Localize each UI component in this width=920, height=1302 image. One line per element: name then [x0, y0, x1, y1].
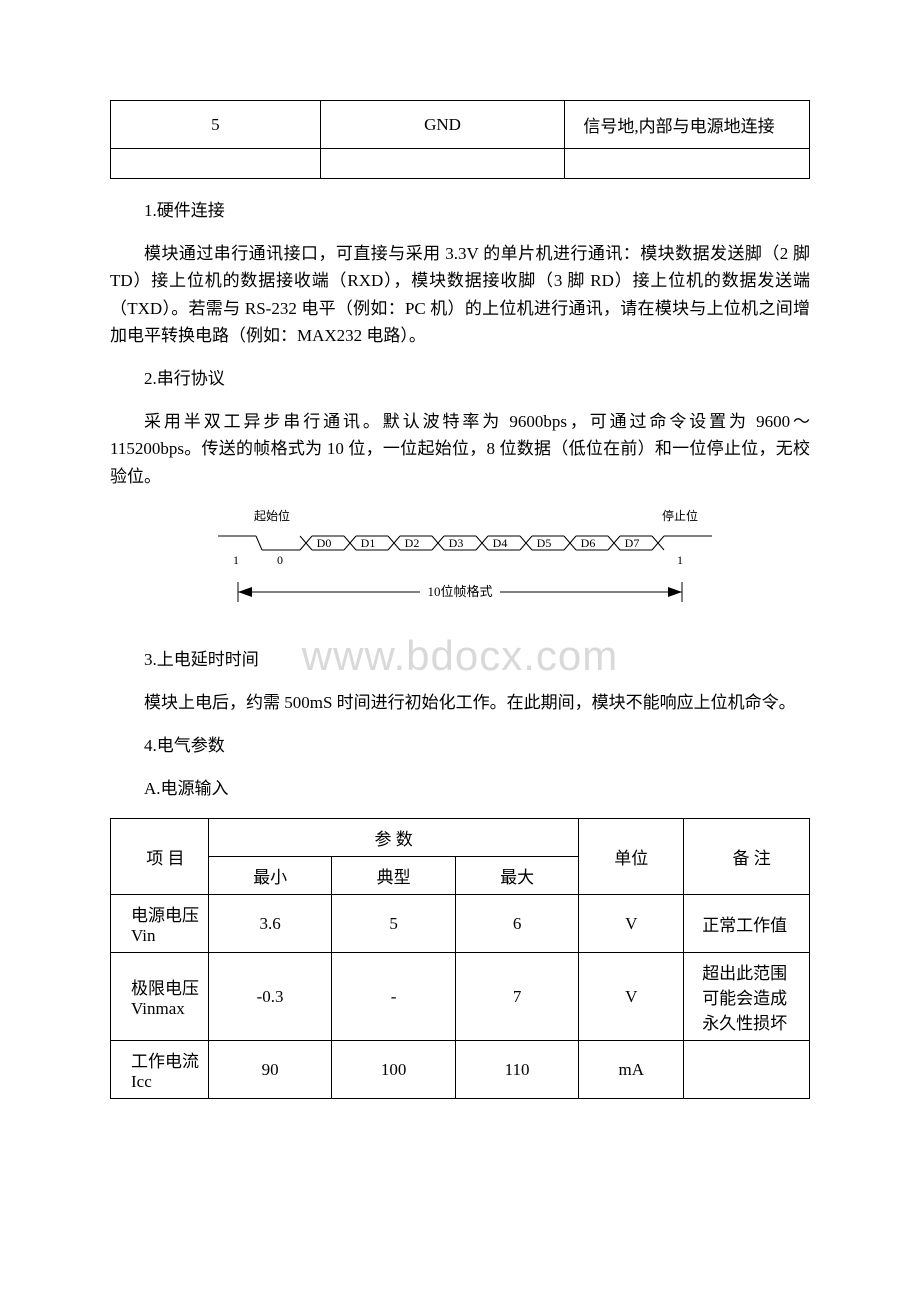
header-min: 最小: [208, 857, 331, 895]
table-row: 电源电压 Vin 3.6 5 6 V 正常工作值: [111, 895, 810, 953]
svg-text:D3: D3: [449, 536, 464, 550]
frame-svg: 起始位 1 0 D0 D1 D2 D3 D4 D5 D6 D7 1 停止位 10位帧格式: [198, 506, 722, 616]
svg-text:D4: D4: [493, 536, 508, 550]
cell-note: [684, 1041, 810, 1099]
section-4a-title: A.电源输入: [110, 775, 810, 802]
table-header-row: 项 目 参 数 单位 备 注: [111, 819, 810, 857]
header-typ: 典型: [332, 857, 455, 895]
cell-max: 6: [455, 895, 579, 953]
header-max: 最大: [455, 857, 579, 895]
svg-text:D7: D7: [625, 536, 640, 550]
cell-item: 电源电压 Vin: [111, 895, 209, 953]
header-param: 参 数: [208, 819, 578, 857]
empty-cell: [565, 149, 810, 179]
section-1-body: 模块通过串行通讯接口，可直接与采用 3.3V 的单片机进行通讯：模块数据发送脚（…: [110, 240, 810, 349]
header-item: 项 目: [111, 819, 209, 895]
cell-item: 极限电压Vinmax: [111, 953, 209, 1041]
cell-max: 7: [455, 953, 579, 1041]
header-note: 备 注: [684, 819, 810, 895]
cell-min: 3.6: [208, 895, 331, 953]
pin-table: 5 GND 信号地,内部与电源地连接: [110, 100, 810, 179]
empty-cell: [320, 149, 565, 179]
electrical-table: 项 目 参 数 单位 备 注 最小 典型 最大 电源电压 Vin 3.6 5 6…: [110, 818, 810, 1099]
svg-text:0: 0: [277, 553, 283, 567]
cell-note: 正常工作值: [684, 895, 810, 953]
section-3-body: 模块上电后，约需 500mS 时间进行初始化工作。在此期间，模块不能响应上位机命…: [110, 689, 810, 716]
cell-max: 110: [455, 1041, 579, 1099]
cell-typ: -: [332, 953, 455, 1041]
svg-text:1: 1: [233, 553, 239, 567]
svg-text:D0: D0: [317, 536, 332, 550]
table-row: 工作电流 Icc 90 100 110 mA: [111, 1041, 810, 1099]
pin-number: 5: [111, 101, 321, 149]
table-row: 极限电压Vinmax -0.3 - 7 V 超出此范围可能会造成永久性损坏: [111, 953, 810, 1041]
cell-unit: V: [579, 953, 684, 1041]
cell-min: 90: [208, 1041, 331, 1099]
section-2-title: 2.串行协议: [110, 365, 810, 392]
table-row: 5 GND 信号地,内部与电源地连接: [111, 101, 810, 149]
section-1-title: 1.硬件连接: [110, 197, 810, 224]
svg-text:停止位: 停止位: [662, 508, 698, 523]
frame-diagram: 起始位 1 0 D0 D1 D2 D3 D4 D5 D6 D7 1 停止位 10位帧格式: [110, 506, 810, 616]
cell-typ: 5: [332, 895, 455, 953]
section-4-title: 4.电气参数: [110, 732, 810, 759]
svg-text:D1: D1: [361, 536, 376, 550]
svg-text:D5: D5: [537, 536, 552, 550]
pin-desc: 信号地,内部与电源地连接: [565, 101, 810, 149]
table-row-empty: [111, 149, 810, 179]
cell-note: 超出此范围可能会造成永久性损坏: [684, 953, 810, 1041]
header-unit: 单位: [579, 819, 684, 895]
section-2-body: 采用半双工异步串行通讯。默认波特率为 9600bps，可通过命令设置为 9600…: [110, 408, 810, 490]
svg-text:10位帧格式: 10位帧格式: [427, 584, 492, 599]
cell-unit: V: [579, 895, 684, 953]
svg-text:D6: D6: [581, 536, 596, 550]
cell-unit: mA: [579, 1041, 684, 1099]
svg-text:起始位: 起始位: [254, 508, 290, 523]
pin-name: GND: [320, 101, 565, 149]
svg-text:D2: D2: [405, 536, 420, 550]
empty-cell: [111, 149, 321, 179]
cell-min: -0.3: [208, 953, 331, 1041]
section-3-title: 3.上电延时时间: [110, 646, 810, 673]
cell-item: 工作电流 Icc: [111, 1041, 209, 1099]
svg-text:1: 1: [677, 553, 683, 567]
cell-typ: 100: [332, 1041, 455, 1099]
